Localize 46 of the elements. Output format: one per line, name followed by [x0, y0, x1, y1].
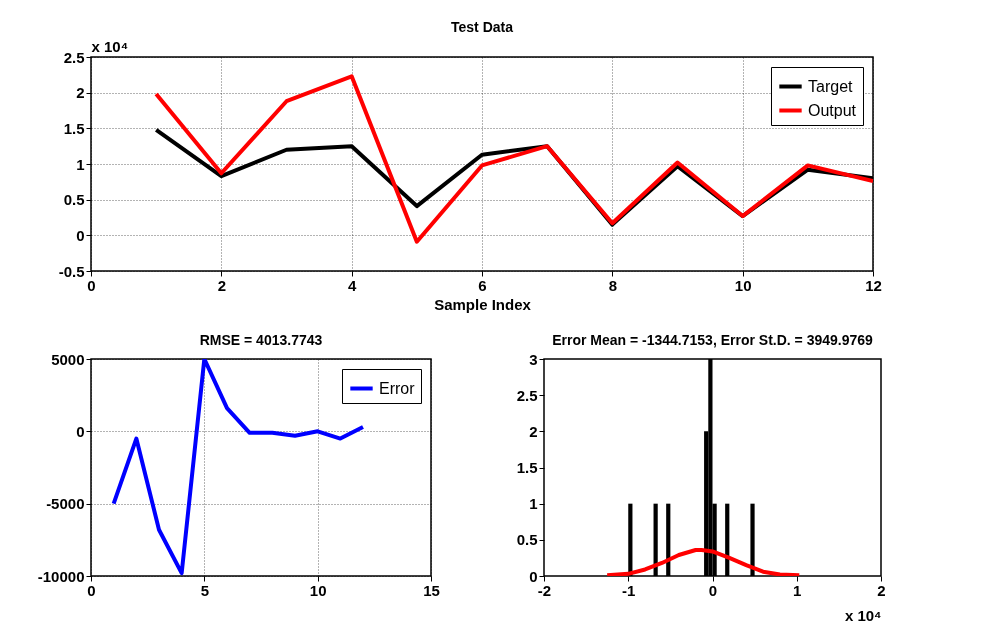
- legend-label: Error: [379, 379, 416, 397]
- legend-label: Output: [808, 101, 857, 119]
- y-tick-label: 1.5: [63, 119, 85, 137]
- y-tick-label: -5000: [46, 495, 85, 513]
- x-tick-label: -2: [537, 581, 552, 599]
- text: x 10⁴: [91, 37, 129, 55]
- y-tick-label: 2.5: [516, 386, 538, 404]
- y-tick-label: 1: [529, 495, 538, 513]
- x-tick-label: 6: [478, 276, 487, 294]
- line-series: [111, 359, 365, 576]
- y-tick-label: -0.5: [58, 262, 85, 280]
- y-tick-label: 2.5: [63, 48, 85, 66]
- text: x 10⁴: [844, 606, 882, 624]
- x-tick-label: 10: [309, 581, 327, 599]
- line-series: [605, 547, 802, 576]
- x-tick-label: 15: [423, 581, 440, 599]
- x-tick-label: 10: [734, 276, 752, 294]
- x-tick-label: 0: [708, 581, 718, 599]
- x-tick-label: 2: [877, 581, 886, 599]
- y-tick-label: 0.5: [63, 191, 85, 209]
- y-tick-label: 0: [76, 422, 85, 440]
- x-axis-title: Sample Index: [434, 295, 532, 313]
- x-tick-label: 8: [608, 276, 618, 294]
- y-tick-label: 3: [529, 350, 538, 368]
- y-tick-label: 2: [76, 84, 85, 102]
- y-tick-label: 2: [529, 422, 538, 440]
- x-tick-label: 1: [793, 581, 802, 599]
- legend-label: Target: [808, 77, 854, 95]
- chart-title: RMSE = 4013.7743: [199, 332, 323, 348]
- y-tick-label: 0: [529, 567, 538, 585]
- y-tick-label: 5000: [51, 350, 85, 368]
- x-tick-label: 0: [87, 581, 96, 599]
- y-tick-label: 0.5: [516, 531, 538, 549]
- x-tick-label: 2: [217, 276, 227, 294]
- chart-title: Test Data: [451, 19, 514, 35]
- y-tick-label: 1.5: [516, 459, 538, 476]
- line-series: [154, 74, 873, 244]
- x-tick-label: 12: [865, 276, 882, 294]
- y-tick-label: 0: [76, 226, 85, 244]
- y-tick-label: -10000: [37, 567, 85, 585]
- x-tick-label: -1: [622, 581, 636, 599]
- chart-title: Error Mean = -1344.7153, Error St.D. = 3949.9769: [552, 332, 874, 348]
- x-tick-label: 4: [347, 276, 357, 294]
- y-tick-label: 1: [76, 155, 85, 173]
- x-tick-label: 5: [200, 581, 210, 599]
- x-tick-label: 0: [87, 276, 96, 294]
